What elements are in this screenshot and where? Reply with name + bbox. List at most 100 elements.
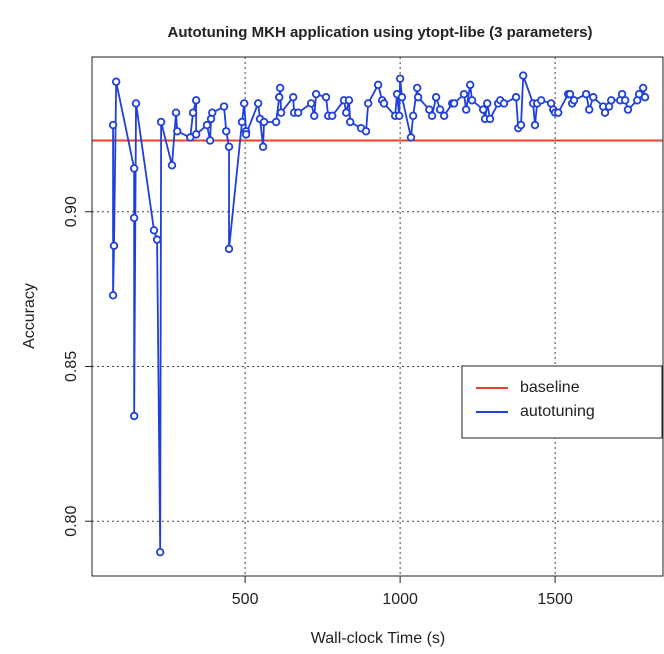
data-point (397, 93, 407, 102)
data-point (275, 83, 285, 93)
data-point (240, 99, 249, 108)
data-point (222, 127, 231, 136)
data-point (394, 111, 404, 121)
x-axis-label: Wall-clock Time (s) (311, 630, 446, 647)
data-point (427, 111, 437, 121)
data-point (311, 89, 321, 99)
data-point (306, 99, 316, 108)
data-point (149, 226, 159, 235)
y-tick-label: 0.80 (63, 506, 80, 537)
data-point (109, 241, 119, 250)
data-point (585, 105, 594, 114)
data-point (258, 142, 268, 151)
data-point (167, 161, 177, 170)
data-point (413, 93, 423, 102)
y-tick-label: 0.90 (63, 196, 80, 227)
data-point (554, 108, 563, 117)
x-tick-label: 1000 (382, 591, 418, 608)
data-point (364, 99, 373, 108)
data-point (191, 96, 201, 105)
data-point (406, 133, 416, 142)
data-point (431, 93, 441, 102)
data-point (241, 130, 251, 139)
data-point (408, 111, 418, 121)
legend-label: autotuning (520, 403, 595, 420)
data-point (485, 114, 495, 124)
data-point (276, 108, 286, 117)
data-point (459, 89, 469, 99)
data-point (638, 83, 648, 93)
data-point (589, 93, 598, 102)
data-point (188, 108, 198, 117)
x-tick-label: 1500 (537, 591, 573, 608)
y-axis-label: Accuracy (21, 283, 38, 349)
data-point (435, 105, 445, 114)
data-point (467, 96, 477, 105)
data-point (108, 291, 118, 300)
data-point (344, 96, 354, 105)
data-point (511, 93, 521, 102)
data-point (219, 102, 229, 111)
legend-box (461, 365, 663, 439)
data-point (341, 108, 351, 117)
data-point (565, 89, 575, 99)
data-point (205, 136, 215, 145)
data-point (395, 74, 405, 83)
data-point (439, 111, 449, 121)
data-point (379, 99, 389, 108)
data-point (499, 99, 509, 108)
data-point (461, 105, 471, 114)
data-point (129, 164, 139, 173)
data-point (640, 93, 650, 102)
data-point (328, 111, 337, 121)
data-point (155, 547, 165, 557)
data-point (288, 93, 298, 102)
legend-label: baseline (520, 379, 580, 396)
data-point (156, 117, 166, 127)
data-point (293, 108, 303, 117)
data-point (623, 105, 633, 114)
data-point (581, 89, 591, 99)
data-point (152, 235, 162, 244)
data-point (224, 244, 234, 254)
data-point (208, 108, 217, 117)
data-point (259, 117, 269, 127)
data-point (600, 108, 610, 117)
data-point (620, 96, 630, 105)
y-tick-label: 0.85 (63, 351, 80, 382)
data-point (171, 108, 181, 117)
data-point (361, 127, 371, 136)
data-point (202, 120, 212, 130)
data-point (346, 117, 355, 127)
chart-title: Autotuning MKH application using ytopt-l… (167, 24, 592, 41)
data-point (129, 411, 139, 421)
data-point (373, 80, 383, 90)
data-point (310, 111, 319, 121)
data-point (275, 93, 284, 102)
data-point (518, 71, 528, 80)
x-tick-label: 500 (232, 591, 259, 608)
data-point (191, 130, 201, 139)
data-point (173, 127, 182, 136)
data-point (237, 117, 247, 127)
data-point (131, 99, 141, 108)
series-line (112, 75, 646, 553)
data-point (224, 142, 234, 151)
data-point (617, 89, 627, 99)
data-point (111, 77, 121, 86)
data-point (271, 117, 281, 127)
data-point (536, 96, 546, 105)
data-point (253, 99, 263, 108)
data-point (516, 120, 526, 130)
data-point (607, 96, 616, 105)
data-point (479, 105, 488, 114)
data-point (449, 99, 459, 108)
data-point (412, 83, 422, 93)
data-point (465, 80, 475, 90)
data-point (321, 93, 331, 102)
data-point (483, 99, 492, 108)
data-point (108, 120, 118, 130)
data-point (569, 96, 579, 105)
data-point (530, 120, 540, 130)
